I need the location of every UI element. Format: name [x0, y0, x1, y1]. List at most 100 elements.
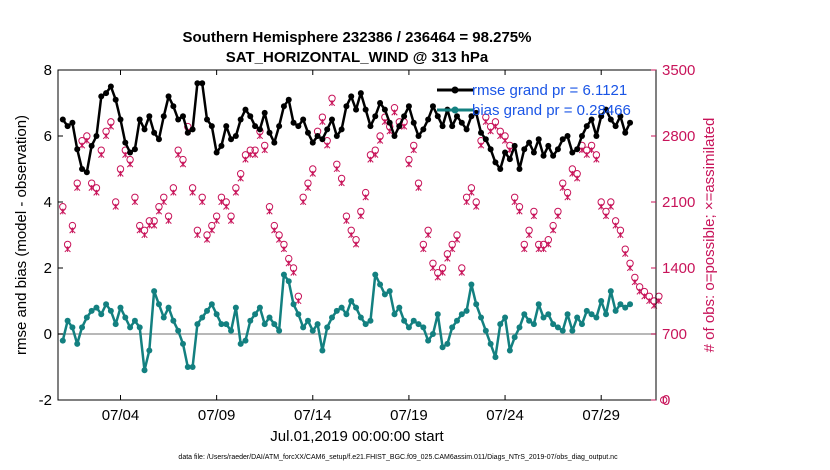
obs-assimilated-point — [213, 217, 220, 225]
rmse-point — [473, 109, 480, 116]
bias-point — [588, 311, 595, 318]
rmse-point — [434, 113, 441, 120]
bias-point — [367, 317, 374, 324]
obs-assimilated-point — [424, 231, 432, 239]
obs-assimilated-point — [107, 123, 115, 130]
rmse-point — [377, 100, 384, 106]
obs-assimilated-point — [83, 137, 90, 144]
bias-point — [117, 304, 124, 311]
rmse-point — [69, 119, 76, 126]
rmse-point — [98, 93, 105, 100]
obs-assimilated-point — [530, 212, 538, 220]
obs-assimilated-point — [304, 184, 312, 192]
obs-assimilated-point — [280, 245, 288, 253]
rmse-point — [112, 96, 119, 103]
obs-assimilated-point — [266, 208, 273, 215]
obs-assimilated-point — [328, 99, 336, 107]
obs-assimilated-point — [348, 231, 355, 239]
rmse-point — [559, 136, 566, 143]
bias-point — [559, 327, 566, 334]
rmse-point — [497, 166, 504, 172]
rmse-series-layer — [59, 80, 634, 176]
obs-assimilated-point — [160, 198, 167, 206]
rmse-point — [175, 116, 182, 123]
obs-assimilated-point — [617, 231, 624, 239]
bias-point — [453, 317, 460, 324]
rmse-point — [550, 152, 557, 159]
x-tick-label: 07/29 — [582, 407, 620, 424]
obs-assimilated-point — [319, 118, 326, 126]
obs-assimilated-point — [175, 151, 182, 159]
rmse-point — [420, 126, 427, 133]
bias-point — [482, 327, 489, 334]
rmse-point — [502, 149, 509, 156]
obs-assimilated-point — [98, 151, 105, 159]
obs-assimilated-point — [170, 189, 177, 196]
bias-point — [627, 301, 634, 308]
rmse-point — [88, 142, 95, 149]
obs-assimilated-point — [102, 132, 110, 140]
obs-assimilated-point — [59, 208, 66, 215]
obs-assimilated-point — [290, 269, 297, 276]
bias-point — [261, 321, 268, 328]
bias-point — [295, 311, 302, 318]
y-right-tick-label: 1400 — [662, 260, 695, 277]
rmse-point — [348, 93, 355, 100]
rmse-point — [271, 139, 278, 146]
x-tick-label: 07/24 — [486, 407, 524, 424]
obs-assimilated-point — [300, 198, 307, 206]
obs-assimilated-point — [458, 269, 465, 276]
obs-assimilated-point — [602, 212, 610, 220]
bias-point — [204, 307, 211, 314]
rmse-point — [516, 166, 523, 172]
obs-assimilated-point — [112, 203, 119, 210]
bias-point — [228, 327, 235, 334]
rmse-point — [256, 126, 263, 133]
rmse-point — [478, 129, 485, 136]
rmse-point — [304, 129, 311, 136]
obs-assimilated-point — [501, 137, 509, 144]
obs-assimilated-point — [179, 161, 187, 168]
bias-point — [276, 327, 283, 334]
rmse-point — [194, 80, 201, 87]
obs-assimilated-point — [203, 236, 211, 243]
obs-assimilated-point — [251, 151, 259, 159]
rmse-point — [401, 113, 408, 120]
rmse-point — [535, 136, 542, 143]
bias-point — [612, 307, 619, 314]
y-left-tick-label: 6 — [44, 128, 52, 145]
rmse-point — [103, 90, 110, 97]
y-right-tick-label: 2800 — [662, 128, 695, 145]
obs-assimilated-point — [540, 245, 547, 253]
obs-assimilated-point — [420, 245, 427, 253]
bias-point — [314, 321, 321, 328]
obs-assimilated-point — [655, 297, 663, 305]
bias-point — [290, 301, 297, 308]
obs-assimilated-point — [189, 189, 196, 196]
rmse-point — [218, 142, 225, 149]
rmse-point — [295, 123, 302, 130]
rmse-point — [93, 133, 100, 139]
y-right-tick-label: 0 — [662, 392, 670, 409]
bias-point — [410, 317, 417, 324]
bias-point — [285, 278, 292, 285]
bias-point — [449, 324, 456, 331]
rmse-point — [252, 123, 259, 130]
obs-assimilated-point — [622, 250, 629, 258]
y-axis-right-label: # of obs: o=possible; ×=assimilated — [701, 118, 718, 353]
rmse-point — [521, 146, 528, 153]
obs-assimilated-point — [338, 179, 345, 187]
obs-assimilated-point — [333, 165, 340, 173]
bias-point — [497, 321, 504, 328]
bias-point — [516, 324, 523, 331]
bias-point — [564, 311, 571, 318]
bias-point — [338, 304, 345, 311]
rmse-point — [463, 126, 470, 133]
legend-rmse-label: rmse grand pr = 6.1121 — [472, 82, 627, 99]
obs-assimilated-point — [405, 161, 413, 168]
rmse-point — [285, 96, 292, 103]
bias-point — [386, 288, 393, 295]
legend-item-rmse: rmse grand pr = 6.1121 — [437, 82, 627, 99]
rmse-point — [261, 109, 268, 116]
rmse-point — [228, 136, 235, 143]
